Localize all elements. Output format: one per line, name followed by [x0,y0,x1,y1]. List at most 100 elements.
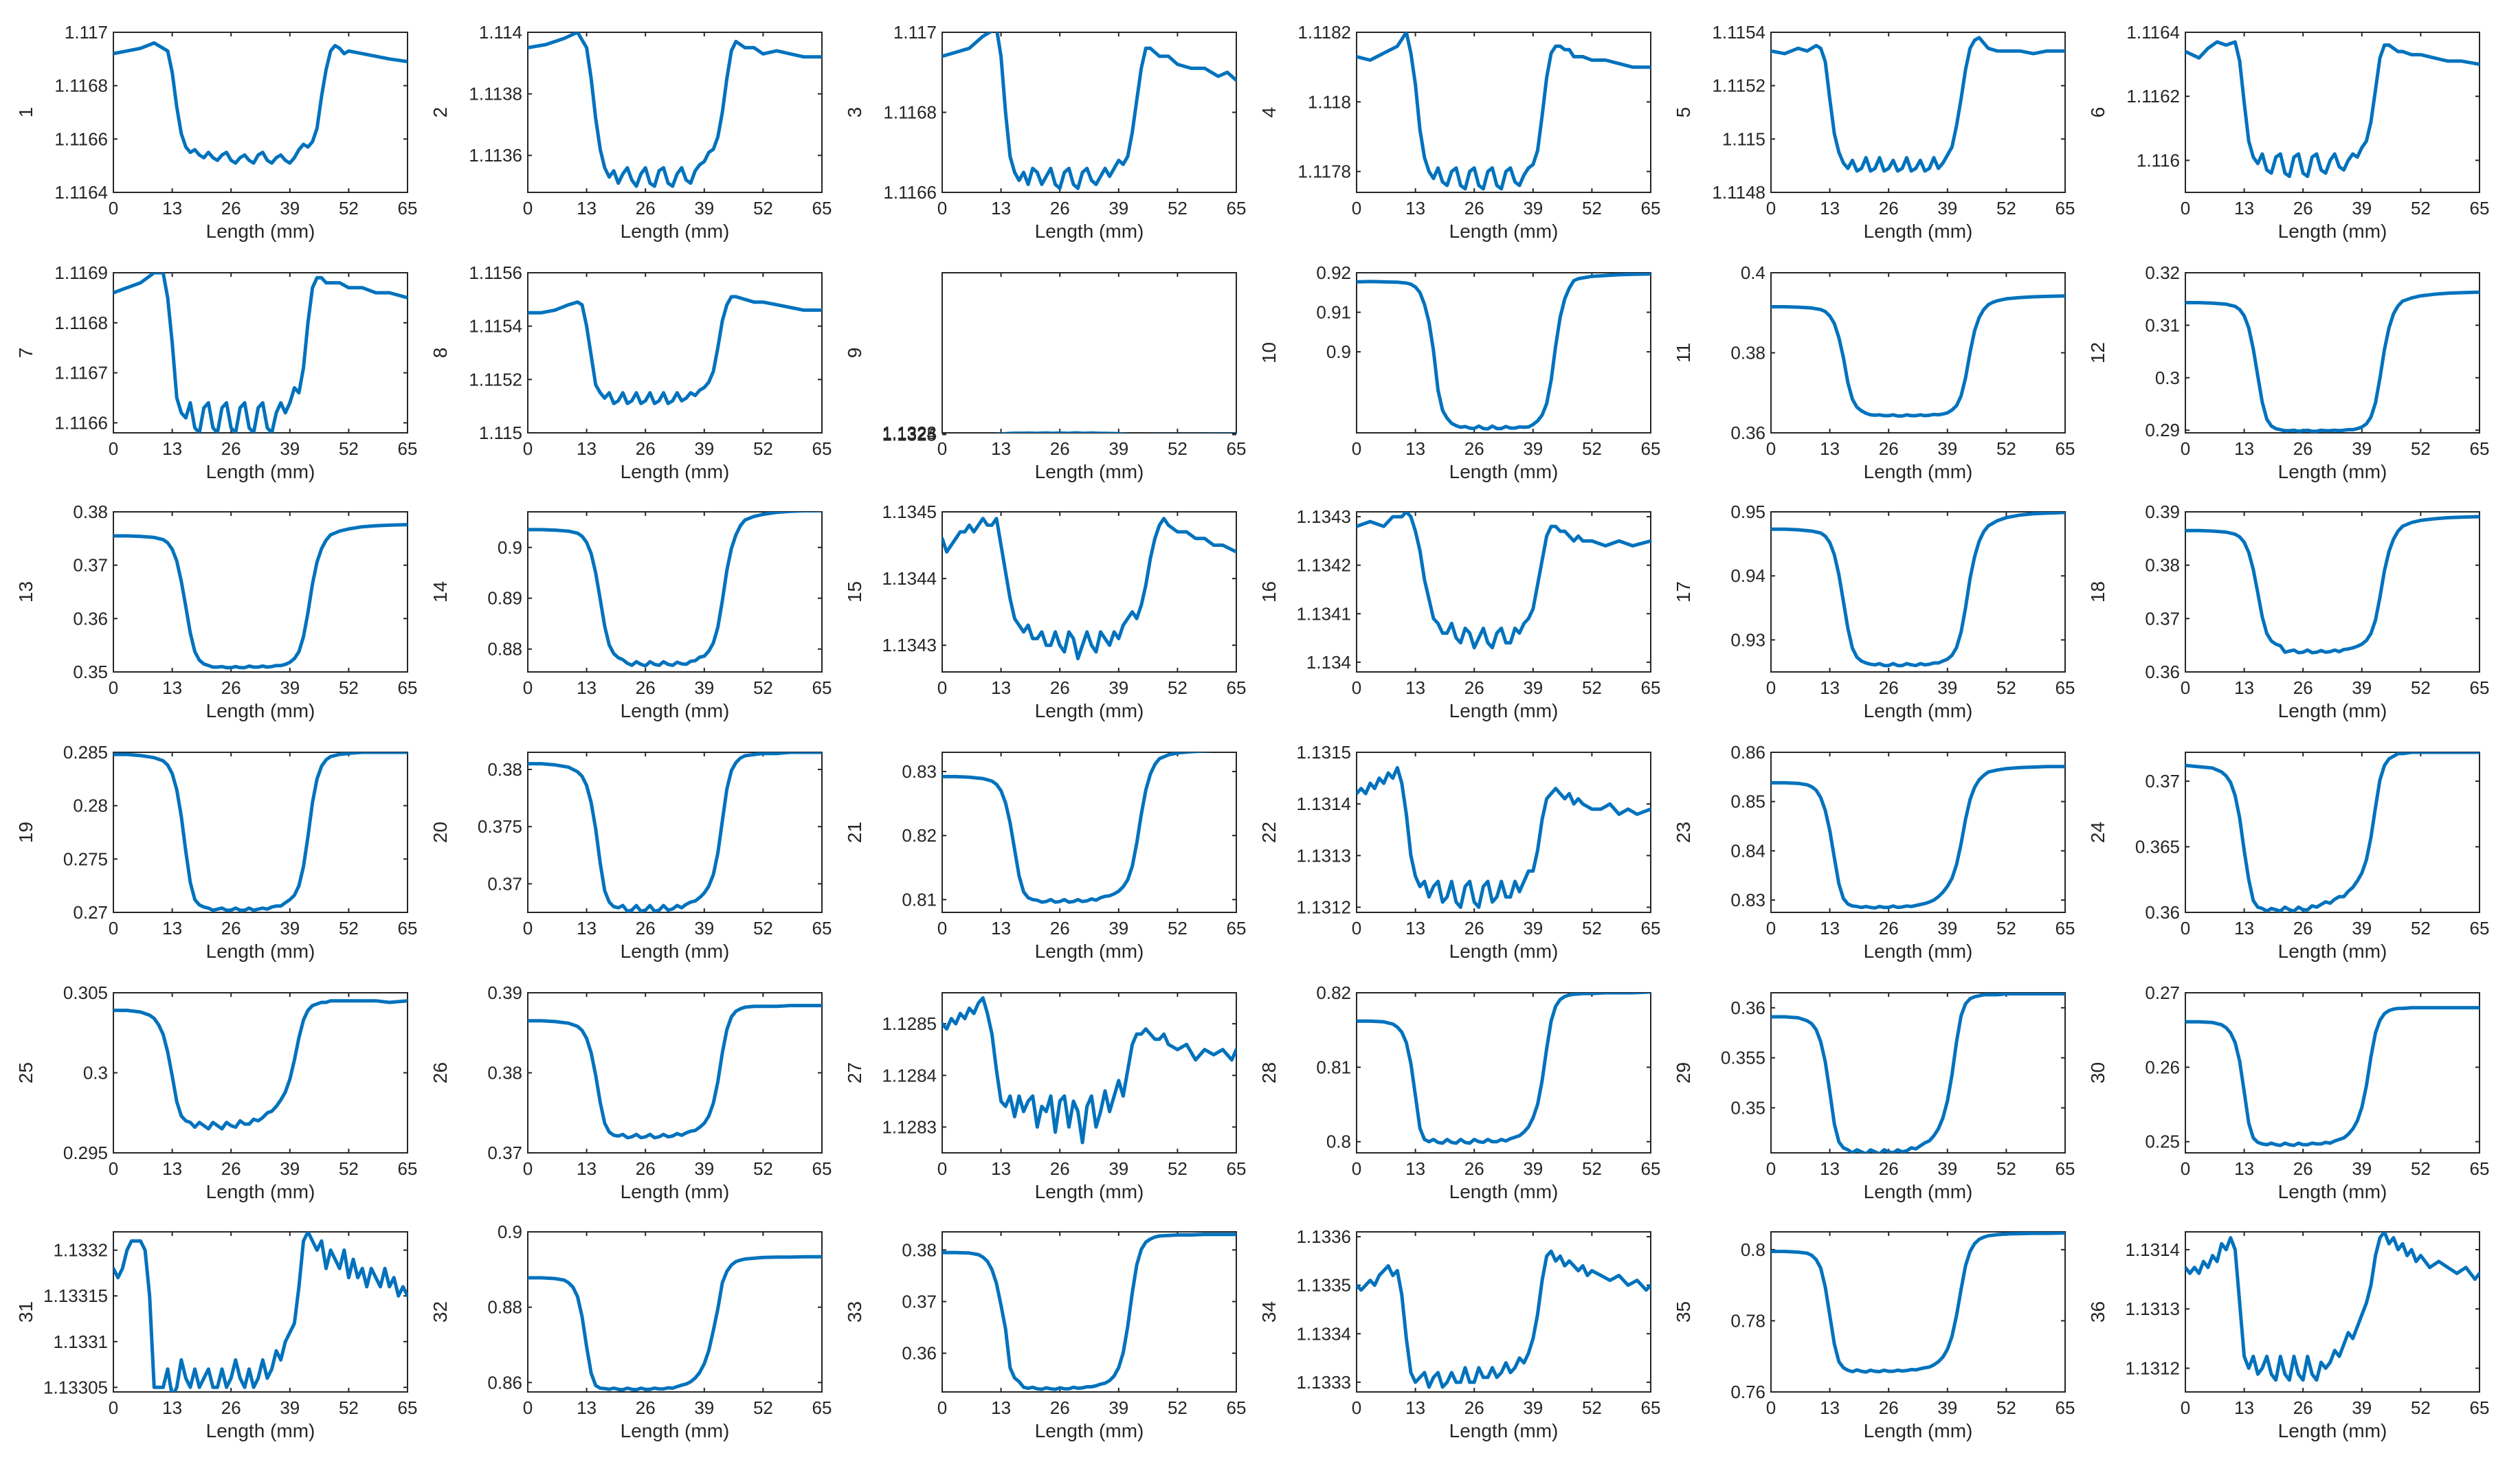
x-tick-label: 0 [1352,1158,1361,1179]
y-tick-label: 0.37 [487,873,522,894]
subplot-36: 0 13 26 39 52 65 1.1312 1.1313 1.1314 Length (mm)… [2087,1231,2489,1441]
x-tick-label: 52 [339,438,359,459]
x-tick-label: 13 [162,438,182,459]
x-tick-label: 0 [1766,438,1776,459]
axes-box [2185,992,2480,1154]
axes-box [941,992,1237,1154]
x-tick-label: 52 [1996,677,2016,698]
series-line [113,41,408,165]
series-line [1357,766,1651,909]
y-axis-label: 7 [15,348,36,359]
x-tick-label: 52 [1168,1397,1188,1418]
x-axis-label: Length (mm) [2278,941,2387,962]
x-tick-label: 52 [753,198,773,218]
x-tick-label: 0 [523,198,533,218]
x-tick-label: 39 [694,677,714,698]
x-tick-label: 65 [1227,438,1247,459]
x-tick-label: 52 [1582,1158,1602,1179]
y-tick-label: 1.114 [479,22,522,43]
y-axis-label: 1 [15,107,36,118]
subplot-8: 0 13 26 39 52 65 1.115 1.1152 1.1154 1.1156 Length… [430,262,832,482]
y-tick-label: 1.13315 [43,1285,108,1306]
y-tick-label: 1.1178 [1297,161,1351,182]
x-tick-label: 26 [221,1158,241,1179]
x-tick-label: 0 [1766,677,1776,698]
y-tick-label: 1.1283 [882,1116,937,1137]
y-tick-label: 0.37 [2145,771,2180,791]
x-tick-label: 65 [398,438,418,459]
axes-box [113,32,408,193]
x-tick-label: 13 [991,918,1011,938]
x-tick-label: 13 [577,677,597,698]
x-tick-label: 13 [577,198,597,218]
x-tick-label: 0 [1352,198,1361,218]
y-tick-label: 1.1138 [469,84,522,104]
y-tick-label: 0.37 [73,555,108,576]
y-tick-label: 1.1168 [54,313,108,333]
y-tick-label: 0.36 [902,1343,937,1364]
y-axis-label: 21 [844,822,865,843]
y-axis-label: 5 [1673,107,1694,118]
y-tick-label: 0.37 [2145,608,2180,629]
x-tick-label: 13 [1405,198,1425,218]
x-tick-label: 39 [694,1158,714,1179]
x-tick-label: 26 [221,1397,241,1418]
x-tick-label: 13 [991,677,1011,698]
y-tick-label: 1.1315 [1296,742,1351,763]
series-line [528,295,822,405]
series-line [113,999,408,1131]
x-tick-label: 26 [1464,438,1484,459]
y-tick-label: 1.1333 [1296,1372,1351,1393]
y-axis-label: 27 [844,1062,865,1083]
x-tick-label: 26 [1879,438,1899,459]
x-tick-label: 26 [221,438,241,459]
x-tick-label: 65 [398,1158,418,1179]
y-axis-label: 18 [2087,581,2108,603]
y-tick-label: 0.38 [1730,343,1765,363]
axes-box [527,511,823,673]
y-tick-label: 1.1312 [1296,897,1351,917]
x-tick-label: 65 [812,918,832,938]
x-tick-label: 39 [694,438,714,459]
subplot-1: 0 13 26 39 52 65 1.1164 1.1166 1.1168 1.117 Length… [15,22,417,242]
series-line [2185,40,2480,179]
y-tick-label: 1.1167 [54,363,108,383]
x-tick-label: 39 [280,677,300,698]
y-tick-label: 0.78 [1730,1310,1765,1331]
axes-box [1770,752,2066,913]
x-tick-label: 39 [2352,1397,2372,1418]
x-tick-label: 26 [636,198,656,218]
x-tick-label: 13 [1405,677,1425,698]
x-tick-label: 52 [1996,198,2016,218]
axes-box [527,752,823,913]
y-tick-label: 0.36 [1730,998,1765,1018]
x-tick-label: 65 [2470,918,2490,938]
y-axis-label: 19 [15,822,36,843]
y-tick-label: 1.1344 [882,568,937,589]
x-tick-label: 26 [1050,1397,1070,1418]
axes-box [1356,511,1651,673]
x-tick-label: 0 [523,677,533,698]
x-tick-label: 39 [1523,438,1543,459]
x-tick-label: 65 [2055,677,2075,698]
subplot-14: 0 13 26 39 52 65 0.88 0.89 0.9 Length (mm) 14 [430,511,832,721]
series-line [113,1232,408,1392]
x-tick-label: 39 [280,918,300,938]
x-tick-label: 26 [1879,1158,1899,1179]
subplot-4: 0 13 26 39 52 65 1.1178 1.118 1.1182 Length (mm) 4 [1258,22,1660,242]
y-tick-label: 1.1313 [2125,1298,2180,1319]
axes-box [941,1231,1237,1393]
y-tick-label: 0.31 [2145,315,2180,335]
x-tick-label: 0 [1766,198,1776,218]
x-tick-label: 26 [1464,198,1484,218]
axes-box [1356,992,1651,1154]
y-tick-label: 1.134 [1306,652,1351,673]
y-tick-label: 0.37 [487,1143,522,1163]
y-tick-label: 0.95 [1730,502,1765,522]
x-axis-label: Length (mm) [1449,221,1559,242]
x-tick-label: 13 [1405,1158,1425,1179]
y-tick-label: 0.92 [1316,262,1351,283]
x-tick-label: 65 [1227,677,1247,698]
x-tick-label: 52 [1582,438,1602,459]
x-tick-label: 13 [2234,677,2254,698]
